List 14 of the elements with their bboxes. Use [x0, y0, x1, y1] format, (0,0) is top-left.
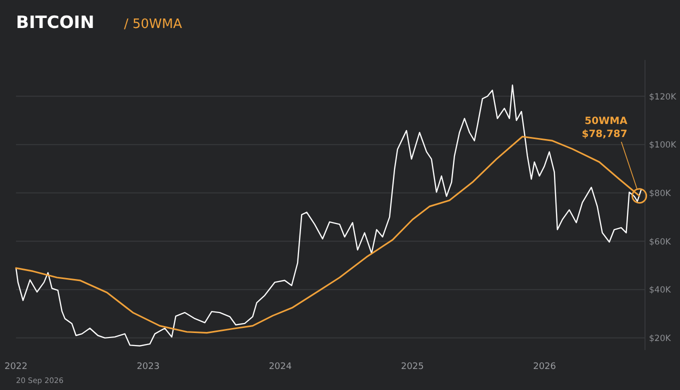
x-tick-label: 2022	[4, 362, 28, 372]
x-tick-label: 2026	[533, 362, 556, 372]
y-tick-label: $80K	[649, 188, 672, 199]
y-tick-label: $100K	[649, 140, 677, 151]
annotation: 50WMA $78,787	[582, 116, 628, 140]
y-tick-label: $40K	[649, 286, 672, 296]
x-tick-label: 2024	[268, 362, 292, 372]
y-tick-label: $20K	[649, 334, 672, 344]
y-tick-label: $120K	[649, 92, 677, 102]
chart-subtitle: / 50WMA	[124, 17, 182, 32]
chart-title: BITCOIN	[16, 13, 94, 33]
x-tick-label: 2023	[136, 362, 160, 372]
x-tick-label: 2025	[400, 362, 424, 372]
y-tick-label: $60K	[649, 237, 672, 248]
